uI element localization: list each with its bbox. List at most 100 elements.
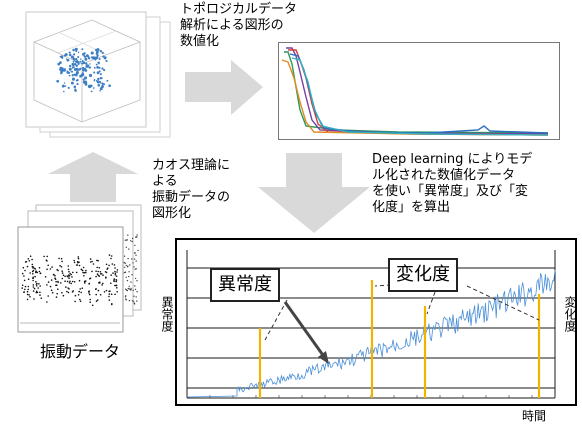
vibration-point	[61, 260, 63, 263]
vibration-point	[55, 280, 57, 283]
vibration-caption: 振動データ	[40, 342, 121, 361]
vibration-point	[128, 275, 130, 278]
vibration-point	[69, 272, 71, 275]
vibration-point	[39, 285, 41, 287]
scatter-point	[77, 68, 81, 71]
vibration-point	[127, 288, 129, 290]
vibration-point	[21, 284, 24, 287]
scatter-point	[67, 86, 70, 89]
scatter-point	[99, 80, 101, 83]
vibration-point	[115, 280, 117, 283]
scatter-point	[72, 60, 75, 63]
vibration-point	[123, 255, 126, 257]
vibration-point	[89, 261, 92, 263]
vibration-point	[131, 240, 133, 243]
scatter-point	[68, 53, 72, 57]
vibration-point	[114, 293, 116, 296]
vibration-point	[33, 298, 35, 300]
scatter-point	[83, 55, 86, 58]
vibration-point	[27, 258, 30, 260]
vibration-point	[36, 291, 39, 294]
vibration-point	[116, 291, 118, 293]
vibration-point	[137, 249, 139, 252]
vibration-point	[75, 264, 78, 266]
vibration-point	[60, 282, 62, 284]
vibration-point	[97, 274, 100, 277]
scatter-point	[89, 63, 91, 65]
vibration-point	[106, 268, 108, 270]
vibration-point	[101, 284, 103, 286]
vibration-point	[128, 271, 130, 273]
vibration-point	[66, 280, 69, 283]
vibration-point	[97, 270, 99, 273]
scatter-point	[101, 82, 104, 85]
vibration-point	[108, 293, 111, 295]
vibration-point	[57, 269, 59, 272]
vibration-point	[32, 273, 34, 275]
vibration-point	[126, 239, 128, 241]
vibration-point	[132, 262, 134, 264]
scatter-point	[105, 60, 108, 63]
scatter-point	[73, 53, 76, 56]
vibration-point	[79, 288, 81, 290]
vibration-point	[102, 282, 104, 285]
vibration-point	[111, 263, 114, 265]
vibration-point	[131, 274, 133, 276]
vibration-point	[36, 271, 39, 274]
vibration-point	[38, 270, 41, 273]
y-axis-label-left: 異常度	[160, 296, 174, 332]
vibration-point	[29, 272, 32, 274]
vibration-point	[35, 290, 38, 293]
vibration-point	[80, 291, 82, 294]
vibration-point	[115, 284, 117, 287]
vibration-point	[108, 290, 110, 293]
scatter-point	[81, 48, 84, 51]
vibration-point	[113, 264, 116, 266]
vibration-point	[78, 279, 81, 282]
vibration-point	[61, 270, 63, 272]
vibration-point	[58, 257, 60, 260]
vibration-point	[57, 281, 59, 284]
vibration-point	[64, 275, 66, 278]
vibration-point	[69, 280, 71, 283]
scatter-point	[108, 84, 111, 87]
vibration-point	[115, 275, 118, 277]
scatter-point	[98, 70, 101, 73]
vibration-point	[33, 287, 36, 290]
scatter-point	[75, 58, 78, 61]
scatter-point	[85, 64, 89, 68]
vibration-point	[49, 285, 52, 288]
vibration-point	[105, 263, 108, 266]
vibration-point	[131, 237, 134, 240]
scatter-point	[103, 83, 106, 86]
vibration-point	[23, 279, 26, 282]
scatter-point	[77, 55, 80, 59]
vibration-point	[83, 281, 86, 283]
vibration-point	[39, 291, 41, 294]
vibration-point	[126, 279, 129, 282]
vibration-point	[85, 269, 87, 272]
scatter-point	[80, 58, 82, 60]
vibration-point	[110, 255, 113, 257]
vibration-point	[95, 293, 97, 296]
vibration-point	[130, 289, 132, 291]
vibration-point	[108, 295, 110, 298]
vibration-point	[124, 296, 127, 298]
vibration-point	[103, 291, 106, 293]
vibration-point	[124, 262, 127, 264]
vibration-point	[46, 284, 48, 286]
vibration-point	[32, 284, 35, 286]
scatter-point	[73, 63, 77, 66]
vibration-point	[136, 280, 138, 282]
vibration-point	[50, 279, 53, 281]
vibration-point	[51, 266, 53, 268]
scatter-point	[81, 72, 84, 75]
vibration-point	[31, 270, 34, 273]
scatter-point	[56, 79, 60, 83]
vibration-point	[71, 276, 73, 278]
x-axis-label: 時間	[522, 409, 547, 423]
persistence-plot	[278, 42, 560, 140]
scatter-point	[101, 85, 104, 88]
scatter-point	[81, 62, 84, 65]
scatter-point	[93, 66, 96, 69]
